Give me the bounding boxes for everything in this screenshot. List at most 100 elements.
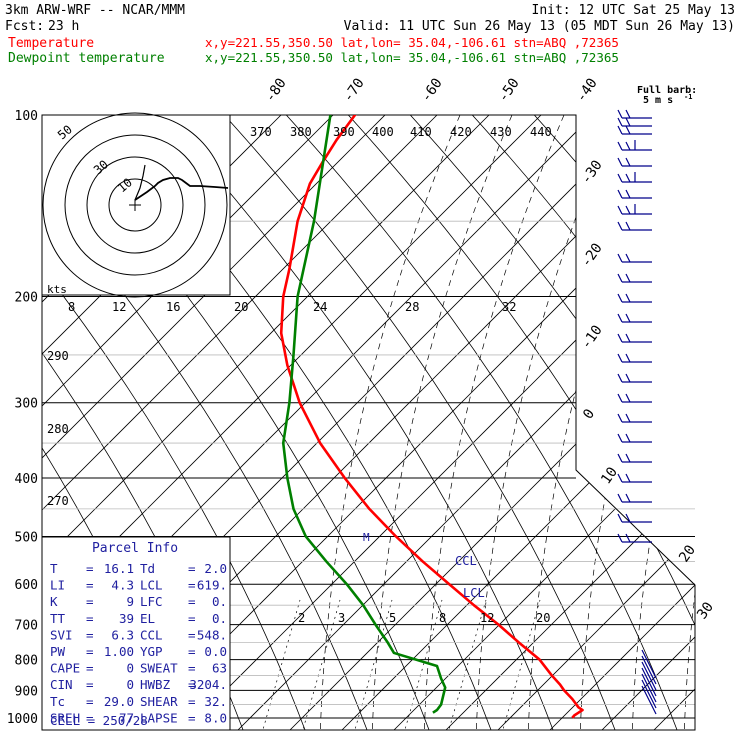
mixing-ratio-line	[299, 599, 341, 730]
moist-adiabat-line	[371, 115, 513, 730]
dewpoint-station-info: x,y=221.55,350.50 lat,lon= 35.04,-106.61…	[205, 50, 619, 65]
parcel-right-label: SHEAR	[140, 694, 178, 709]
parcel-right-label: CCL	[140, 627, 163, 642]
parcel-right-label: LFC	[140, 594, 163, 609]
wind-barb	[617, 413, 652, 423]
moist-adiabat-line	[423, 115, 565, 730]
parcel-left-label: SREH	[50, 710, 80, 725]
m-marker: M	[363, 531, 370, 544]
parcel-left-label: SVI	[50, 627, 73, 642]
dry-adiabat-line	[453, 115, 695, 730]
parcel-right-value: 548.	[197, 627, 227, 642]
parcel-right-equals: =	[188, 661, 196, 676]
parcel-right-label: LAPSE	[140, 710, 178, 725]
parcel-left-value: 0	[126, 677, 134, 692]
parcel-right-label: HWBZ	[140, 677, 171, 692]
parcel-right-equals: =	[188, 611, 196, 626]
mixing-ratio-line	[445, 599, 487, 730]
isotherm-line	[519, 115, 695, 730]
parcel-left-value: 0	[126, 661, 134, 676]
parcel-left-equals: =	[86, 627, 94, 642]
full-barb-units: 5 m s	[643, 95, 673, 106]
dewpoint-profile	[281, 115, 447, 714]
mixing-ratio-label: 5	[389, 611, 396, 625]
hodograph-axis-label: 24	[313, 300, 327, 314]
wind-barb	[617, 353, 652, 363]
isotherm-line	[311, 115, 695, 730]
parcel-right-label: EL	[140, 611, 155, 626]
pressure-tick-label: 500	[15, 530, 38, 545]
wind-barb	[617, 189, 652, 199]
parcel-left-value: 16.1	[104, 561, 134, 576]
mixing-ratio-line	[499, 599, 541, 730]
dry-adiabat-line	[391, 115, 695, 730]
theta-label: 420	[450, 125, 472, 139]
full-barb-exponent: -1	[684, 93, 692, 101]
isotherm-line	[207, 115, 695, 730]
mixing-ratio-line	[351, 599, 393, 730]
pressure-tick-label: 900	[15, 684, 38, 699]
parcel-right-equals: =	[188, 677, 196, 692]
parcel-box-frame	[41, 536, 231, 731]
isotherm-label: 30	[694, 599, 717, 622]
parcel-left-value: 29.0	[104, 694, 134, 709]
theta-label: 380	[290, 125, 312, 139]
parcel-left-label: CAPE	[50, 661, 80, 676]
hodograph-axis-label: 28	[405, 300, 419, 314]
sounding-profiles	[279, 115, 584, 719]
dewpoint-legend: Dewpoint temperature	[8, 51, 165, 66]
wind-barb	[617, 221, 652, 231]
parcel-left-equals: =	[86, 677, 94, 692]
parcel-cell-motion: CELL = 250/28	[50, 713, 148, 728]
isotherm-line	[728, 60, 740, 740]
pressure-tick-label: 200	[15, 291, 38, 306]
parcel-right-value: 3204.	[189, 677, 227, 692]
parcel-right-label: YGP	[140, 644, 163, 659]
parcel-right-value: 619.	[197, 578, 227, 593]
parcel-left-label: Tc	[50, 694, 65, 709]
mixing-ratio-label: 3	[338, 611, 345, 625]
forecast-label: Fcst:	[5, 19, 44, 34]
isotherm-line	[363, 115, 695, 730]
isotherm-label: -40	[573, 75, 601, 105]
isotherm-line	[42, 115, 389, 730]
isotherm-label: -10	[578, 322, 606, 352]
dry-adiabat-line	[42, 115, 379, 730]
pressure-tick-label: 300	[15, 397, 38, 412]
lcl-marker: LCL	[463, 586, 485, 600]
wind-barb	[617, 205, 652, 215]
parcel-left-value: 9	[126, 594, 134, 609]
parcel-left-label: K	[50, 594, 58, 609]
parcel-right-label: Td	[140, 561, 155, 576]
theta-label: 400	[372, 125, 394, 139]
pressure-tick-label: 800	[15, 654, 38, 669]
parcel-left-equals: =	[86, 578, 94, 593]
isotherm-label: 10	[598, 464, 621, 487]
wind-barb	[617, 513, 652, 523]
theta-label: 290	[47, 349, 69, 363]
isotherm-label: -30	[578, 157, 606, 187]
wind-barb	[617, 157, 652, 167]
theta-label: 390	[333, 125, 355, 139]
temperature-station-info: x,y=221.55,350.50 lat,lon= 35.04,-106.61…	[205, 35, 619, 50]
hodograph-axis-label: 16	[166, 300, 180, 314]
wind-barb	[617, 393, 652, 403]
hodograph-storm-vector	[134, 164, 146, 201]
parcel-left-value: 4.3	[111, 578, 134, 593]
mixing-ratio-line	[401, 599, 443, 730]
model-title: 3km ARW-WRF -- NCAR/MMM	[5, 3, 185, 18]
ccl-marker: CCL	[455, 554, 477, 568]
moist-adiabat-line	[527, 115, 669, 730]
hodograph-axis-label: 32	[502, 300, 516, 314]
isotherm-line	[42, 115, 545, 730]
parcel-right-equals: =	[188, 627, 196, 642]
parcel-left-label: LI	[50, 578, 65, 593]
moist-adiabat-line	[683, 115, 695, 730]
wind-barb	[617, 273, 652, 283]
parcel-right-label: SWEAT	[140, 661, 178, 676]
parcel-info-title: Parcel Info	[92, 541, 178, 556]
theta-label: 410	[410, 125, 432, 139]
parcel-info-box: Parcel Info T = 16.1 LI = 4.3 K = 9 TT = 39 SVI = 6.3 PW…	[41, 536, 231, 731]
parcel-left-equals: =	[86, 611, 94, 626]
